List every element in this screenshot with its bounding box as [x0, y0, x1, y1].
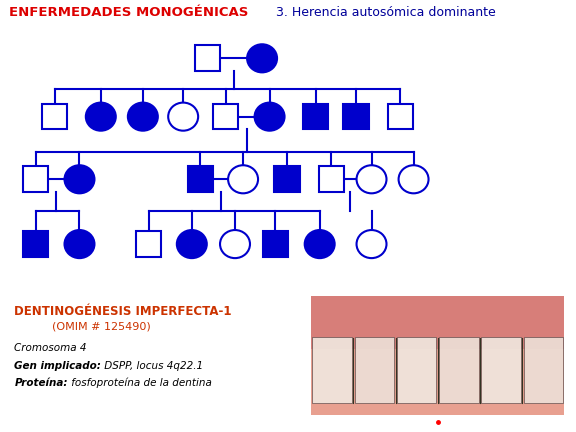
Bar [23, 166, 48, 192]
Bar [312, 337, 352, 403]
Text: DSPP, locus 4q22.1: DSPP, locus 4q22.1 [101, 361, 203, 371]
Ellipse shape [255, 102, 285, 131]
Bar [343, 104, 369, 130]
Text: Cromosoma 4: Cromosoma 4 [14, 343, 87, 353]
Bar [274, 166, 300, 192]
Bar [319, 166, 344, 192]
Ellipse shape [357, 230, 386, 258]
Text: DENTINOGÉNESIS IMPERFECTA-1: DENTINOGÉNESIS IMPERFECTA-1 [14, 305, 232, 318]
Text: (OMIM # 125490): (OMIM # 125490) [52, 322, 150, 332]
Bar [397, 337, 437, 403]
Text: Gen implicado:: Gen implicado: [14, 361, 101, 371]
Bar [136, 231, 161, 257]
Bar [195, 45, 220, 71]
Bar [303, 104, 328, 130]
Ellipse shape [168, 102, 198, 131]
Ellipse shape [65, 230, 94, 258]
Ellipse shape [399, 165, 429, 194]
Ellipse shape [86, 102, 116, 131]
Ellipse shape [228, 165, 258, 194]
Bar [42, 104, 67, 130]
Ellipse shape [177, 230, 207, 258]
Ellipse shape [220, 230, 250, 258]
Bar [188, 166, 213, 192]
Bar [263, 231, 288, 257]
Bar [524, 337, 563, 403]
Text: Gen implicado: DSPP, locus 4q22.1: Gen implicado: DSPP, locus 4q22.1 [14, 361, 195, 371]
Ellipse shape [247, 44, 277, 73]
Bar [355, 337, 394, 403]
Text: fosfoproteína de la dentina: fosfoproteína de la dentina [68, 378, 212, 388]
Text: ENFERMEDADES MONOGÉNICAS: ENFERMEDADES MONOGÉNICAS [9, 6, 248, 19]
Bar [482, 337, 521, 403]
Text: 3. Herencia autosómica dominante: 3. Herencia autosómica dominante [276, 6, 497, 19]
Ellipse shape [128, 102, 158, 131]
Ellipse shape [357, 165, 386, 194]
Text: Proteína:: Proteína: [14, 378, 68, 388]
Bar [388, 104, 413, 130]
Bar [213, 104, 238, 130]
Ellipse shape [305, 230, 335, 258]
Ellipse shape [65, 165, 94, 194]
Bar [311, 296, 564, 349]
Bar [439, 337, 479, 403]
Bar [23, 231, 48, 257]
